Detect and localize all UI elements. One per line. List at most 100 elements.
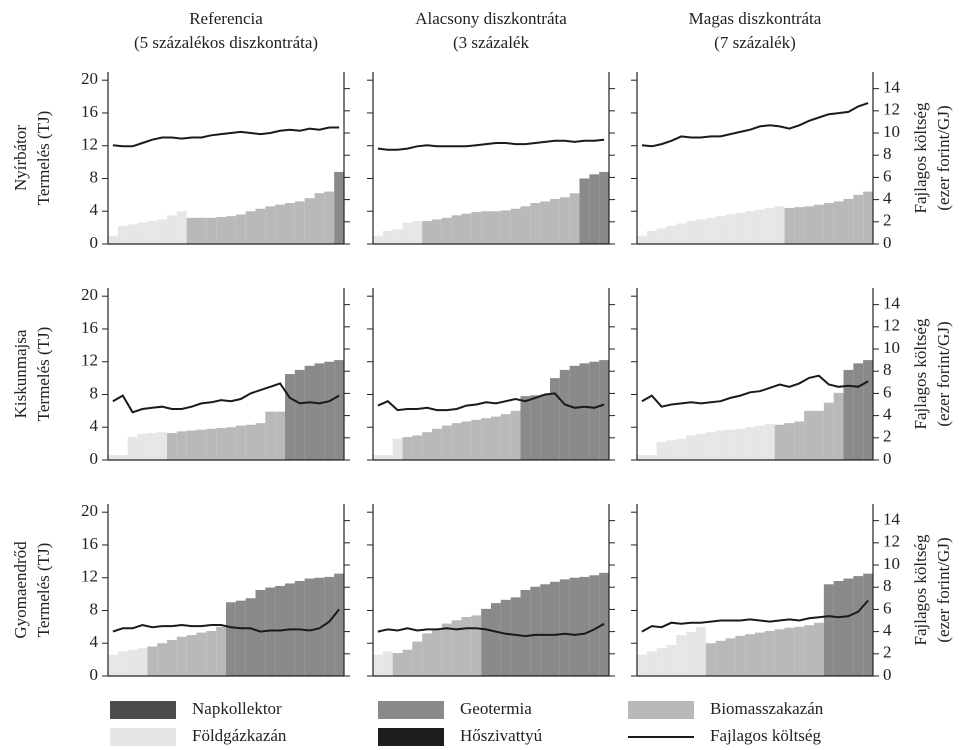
y2-axis-label: Fajlagos költség <box>911 102 930 213</box>
y2-tick-label: 8 <box>883 144 892 163</box>
y2-tick-label: 14 <box>883 294 901 313</box>
bar <box>784 423 795 460</box>
bar <box>216 428 226 460</box>
bar <box>843 369 854 460</box>
bar <box>167 639 177 676</box>
bar <box>176 636 187 676</box>
y2-tick-label: 6 <box>883 598 892 617</box>
bar <box>196 217 207 244</box>
bar <box>686 435 696 460</box>
bar <box>275 204 285 244</box>
bar <box>715 640 726 676</box>
bar <box>725 429 736 460</box>
bar <box>520 396 531 460</box>
bar <box>294 369 305 460</box>
bar <box>637 654 647 676</box>
y-axis-label: Termelés (TJ) <box>34 111 53 206</box>
bar <box>853 194 864 244</box>
bar <box>265 587 276 676</box>
y-axis-label: Termelés (TJ) <box>34 543 53 638</box>
y2-tick-label: 0 <box>883 665 892 684</box>
bar <box>216 626 226 676</box>
cost-line <box>641 374 869 408</box>
bar <box>500 210 511 244</box>
y2-tick-label: 10 <box>883 338 900 357</box>
bar <box>382 230 393 244</box>
bar <box>255 208 266 244</box>
legend-label: Hőszivattyú <box>460 726 543 745</box>
legend-swatch <box>110 728 176 746</box>
bar <box>520 206 531 244</box>
y-tick-label: 16 <box>81 534 98 553</box>
bar <box>735 212 746 244</box>
y2-tick-label: 2 <box>883 211 892 230</box>
bar <box>715 216 726 244</box>
bar <box>245 424 256 460</box>
column-title: (5 százalékos diszkontráta) <box>134 33 318 52</box>
cost-line <box>112 608 340 633</box>
y-axis-label: Termelés (TJ) <box>34 327 53 422</box>
bar <box>833 392 844 460</box>
bar <box>481 211 491 244</box>
cost-line <box>112 382 340 414</box>
bar <box>589 575 600 676</box>
bar <box>676 438 687 460</box>
bar <box>814 622 824 676</box>
y-tick-label: 8 <box>90 167 99 186</box>
bar <box>569 577 580 676</box>
bar <box>500 599 511 676</box>
bar <box>804 410 814 460</box>
y2-axis-label: Fajlagos költség <box>911 534 930 645</box>
bar <box>646 230 657 244</box>
y2-tick-label: 14 <box>883 510 901 529</box>
bar <box>176 431 187 460</box>
bar <box>637 455 647 460</box>
bar <box>705 217 716 244</box>
y2-tick-label: 10 <box>883 122 900 141</box>
bar <box>853 363 864 460</box>
bar <box>676 635 687 676</box>
bar <box>559 369 570 460</box>
bar <box>147 432 158 460</box>
bar <box>725 638 736 676</box>
bar <box>334 171 344 244</box>
y-tick-label: 12 <box>81 351 98 370</box>
bar <box>147 221 158 244</box>
y2-axis-label: (ezer forint/GJ) <box>934 321 953 426</box>
y2-tick-label: 2 <box>883 427 892 446</box>
bar <box>186 635 197 676</box>
bar <box>382 455 393 460</box>
bar <box>784 207 795 244</box>
bar <box>666 225 677 244</box>
bar <box>432 428 442 460</box>
bar <box>863 360 873 460</box>
y-tick-label: 16 <box>81 102 98 121</box>
bar <box>589 361 600 460</box>
y-tick-label: 0 <box>90 449 99 468</box>
bar <box>226 427 236 460</box>
y-tick-label: 4 <box>90 200 99 219</box>
bar <box>441 425 452 460</box>
bar <box>157 219 167 244</box>
cost-line <box>377 138 605 151</box>
bar <box>794 626 805 676</box>
bar <box>422 221 432 244</box>
bar <box>441 217 452 244</box>
bar <box>530 395 541 460</box>
bar <box>373 654 383 676</box>
bar <box>412 641 423 676</box>
bar <box>451 423 462 460</box>
bar <box>157 432 167 460</box>
bar <box>646 651 657 676</box>
legend-label: Napkollektor <box>192 699 282 718</box>
bar <box>715 430 726 460</box>
bar <box>196 632 207 676</box>
bar <box>157 643 167 676</box>
y2-tick-label: 4 <box>883 189 892 208</box>
bar <box>705 432 716 460</box>
bar <box>117 651 128 676</box>
bar <box>108 455 118 460</box>
bar <box>764 207 775 244</box>
bar <box>275 411 285 460</box>
y-tick-label: 4 <box>90 632 99 651</box>
